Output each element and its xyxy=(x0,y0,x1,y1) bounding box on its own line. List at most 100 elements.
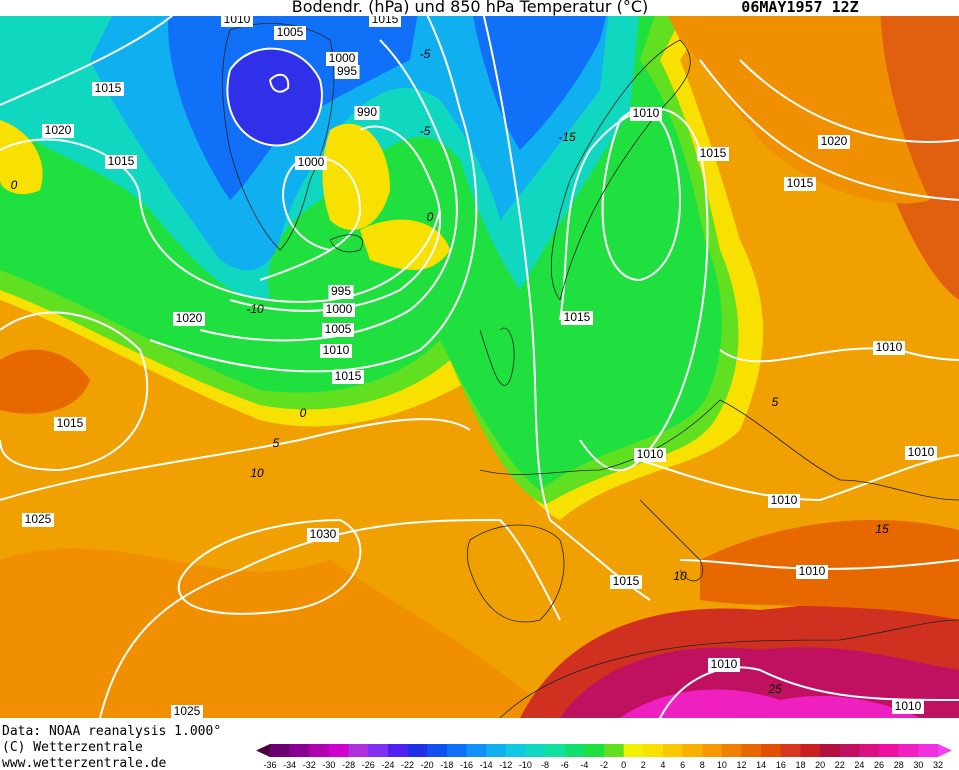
colorbar-swatch xyxy=(839,744,860,757)
colorbar-tick-label: -18 xyxy=(440,760,453,770)
isobar-label: 995 xyxy=(331,284,351,298)
colorbar-tick-label: -32 xyxy=(303,760,316,770)
isobar-label-box xyxy=(634,448,666,462)
header-bar xyxy=(0,0,959,16)
isobar-label-box xyxy=(326,52,358,66)
temperature-label: -10 xyxy=(246,302,264,316)
isobar-label: 1015 xyxy=(95,81,122,95)
temperature-label: 15 xyxy=(875,522,889,536)
colorbar-swatch xyxy=(407,744,428,757)
colorbar-swatch xyxy=(564,744,585,757)
isobar-label-box xyxy=(295,156,327,170)
colorbar-swatch xyxy=(368,744,389,757)
colorbar-swatch xyxy=(780,744,801,757)
title: Bodendr. (hPa) und 850 hPa Temperatur (°… xyxy=(292,0,649,16)
isobar-label-box xyxy=(323,303,355,317)
isobar-label: 1015 xyxy=(108,154,135,168)
coastline xyxy=(639,499,704,582)
field-band xyxy=(322,123,390,230)
field-band xyxy=(0,120,43,195)
isobar-label: 1030 xyxy=(310,527,337,541)
isobar-label-box xyxy=(173,312,205,326)
isobar-label: 1025 xyxy=(25,512,52,526)
isobar-label-box xyxy=(320,344,352,358)
isobar xyxy=(0,418,471,501)
colorbar-swatch xyxy=(427,744,448,757)
isobar-label-box xyxy=(630,107,662,121)
coastlines xyxy=(222,23,959,719)
isobar-label-box xyxy=(274,26,306,40)
colorbar-swatch xyxy=(820,744,841,757)
isobar-label: 1010 xyxy=(771,493,798,507)
colorbar-swatch xyxy=(800,744,821,757)
colorbar-tick-label: 4 xyxy=(660,760,665,770)
temperature-field xyxy=(0,0,959,720)
isobar-label-box xyxy=(768,494,800,508)
isobar xyxy=(739,59,959,143)
field-band xyxy=(880,0,959,300)
isobar-label-box xyxy=(54,417,86,431)
coastline xyxy=(479,327,515,386)
field-band xyxy=(470,0,610,150)
coastline xyxy=(466,524,565,623)
isobar-label-box xyxy=(322,323,354,337)
temperature-label: -5 xyxy=(420,47,431,61)
footer-line: Data: NOAA reanalysis 1.000° xyxy=(2,724,221,739)
footer-line: www.wetterzentrale.de xyxy=(2,756,167,770)
isobar-label-box xyxy=(92,82,124,96)
colorbar-swatch xyxy=(584,744,605,757)
colorbar-tick-label: -6 xyxy=(561,760,569,770)
temperature-label: -5 xyxy=(420,124,431,138)
colorbar-tick-label: -12 xyxy=(499,760,512,770)
isobar-label-box xyxy=(328,285,354,299)
temperature-label: 5 xyxy=(273,436,280,450)
isobar-label: 1015 xyxy=(57,416,84,430)
isobar xyxy=(269,73,290,93)
colorbar-swatch xyxy=(525,744,546,757)
isobar xyxy=(149,0,478,373)
colorbar-tick-label: -34 xyxy=(283,760,296,770)
isobar-label-box xyxy=(610,575,642,589)
isobar-label: 1000 xyxy=(298,155,325,169)
field-band xyxy=(0,548,560,720)
isobar-label: 990 xyxy=(357,105,377,119)
colorbar-arrow xyxy=(938,744,952,757)
colorbar-tick-label: 28 xyxy=(894,760,904,770)
isobar-label-box xyxy=(873,341,905,355)
isobar xyxy=(0,311,149,472)
isobar-label: 1015 xyxy=(613,574,640,588)
colorbar-tick-label: -28 xyxy=(342,760,355,770)
isobar-label: 1020 xyxy=(45,123,72,137)
isobar-label-box xyxy=(369,13,401,27)
colorbar-swatch xyxy=(270,744,291,757)
colorbar-tick-label: 16 xyxy=(776,760,786,770)
isobar-label-box xyxy=(171,705,203,719)
isobar-label: 1015 xyxy=(335,369,362,383)
colorbar-swatch xyxy=(466,744,487,757)
colorbar-tick-label: 22 xyxy=(835,760,845,770)
colorbar-tick-label: -36 xyxy=(263,760,276,770)
isobar-label-box xyxy=(354,106,380,120)
isobar-label-box xyxy=(334,65,360,79)
colorbar-swatch xyxy=(761,744,782,757)
field-band xyxy=(660,0,930,204)
colorbar-swatch xyxy=(702,744,723,757)
isobar-label: 1010 xyxy=(876,340,903,354)
isobar-label-box xyxy=(221,13,253,27)
isobar-label: 1025 xyxy=(174,704,201,718)
isobar-label-box xyxy=(818,135,850,149)
colorbar-tick-label: -10 xyxy=(519,760,532,770)
field-band xyxy=(700,520,959,620)
colorbar-tick-label: -2 xyxy=(600,760,608,770)
isobar xyxy=(479,0,651,601)
isobar-label: 1000 xyxy=(326,302,353,316)
isobar-label: 1020 xyxy=(821,134,848,148)
isobar-label: 1015 xyxy=(564,310,591,324)
colorbar-tick-label: 24 xyxy=(854,760,864,770)
colorbar-swatch xyxy=(604,744,625,757)
colorbar-tick-label: 26 xyxy=(874,760,884,770)
isobar xyxy=(699,59,959,201)
colorbar-tick-label: 20 xyxy=(815,760,825,770)
temperature-label: 0 xyxy=(300,406,307,420)
